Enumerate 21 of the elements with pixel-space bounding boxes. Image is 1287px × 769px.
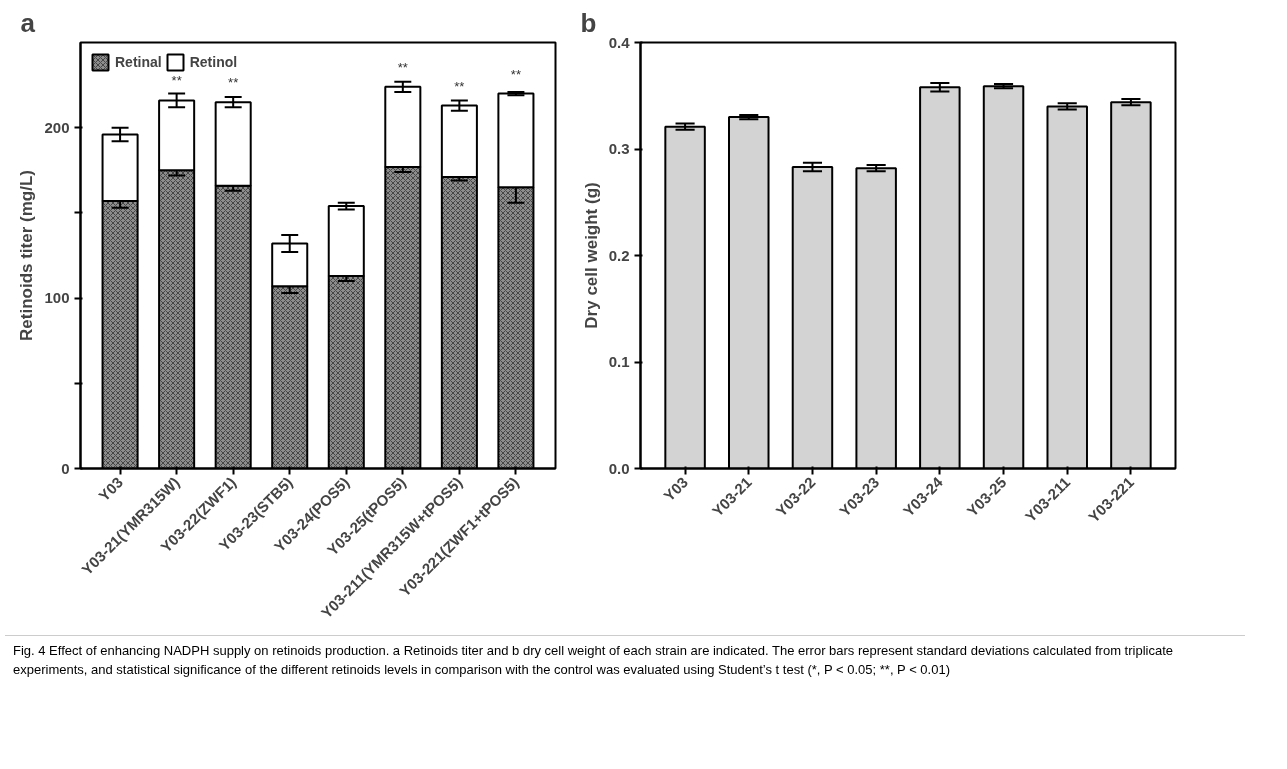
annotation: ** [454,78,465,94]
annotation: ** [228,75,239,91]
caption: Fig. 4 Effect of enhancing NADPH supply on retinoids production. a Retinoids titer and b dry cell weight of each strain are indicated. The error bars represent standard deviations calculated from triplicate experiments, and statistical significance of the different retinoids levels in comparison with the control was evaluated using Student’s t test (*, P < 0.05; **, P < 0.01) [5,635,1245,686]
chart-title: b [580,7,597,38]
y-tick-label: 0.1 [608,353,630,370]
y-tick-label: 0.2 [608,246,630,264]
y-tick-label: 100 [44,289,70,307]
y-tick-label: 200 [44,118,70,136]
legend-label: Retinal [115,54,162,70]
y-tick-label: 0.0 [608,459,630,477]
annotation: ** [171,73,182,89]
y-axis-title: Retinoids titer (mg/L) [17,170,37,341]
annotation: ** [397,59,408,75]
x-tick-label: Y03 [660,473,692,505]
chart-title: a [20,7,36,38]
y-tick-label: 0.3 [608,140,630,157]
y-tick-label: 0.4 [608,33,631,51]
annotation: ** [510,66,521,82]
y-tick-label: 0 [61,459,70,477]
legend-label: Retinol [189,54,238,70]
y-axis-title: Dry cell weight (g) [581,182,601,329]
